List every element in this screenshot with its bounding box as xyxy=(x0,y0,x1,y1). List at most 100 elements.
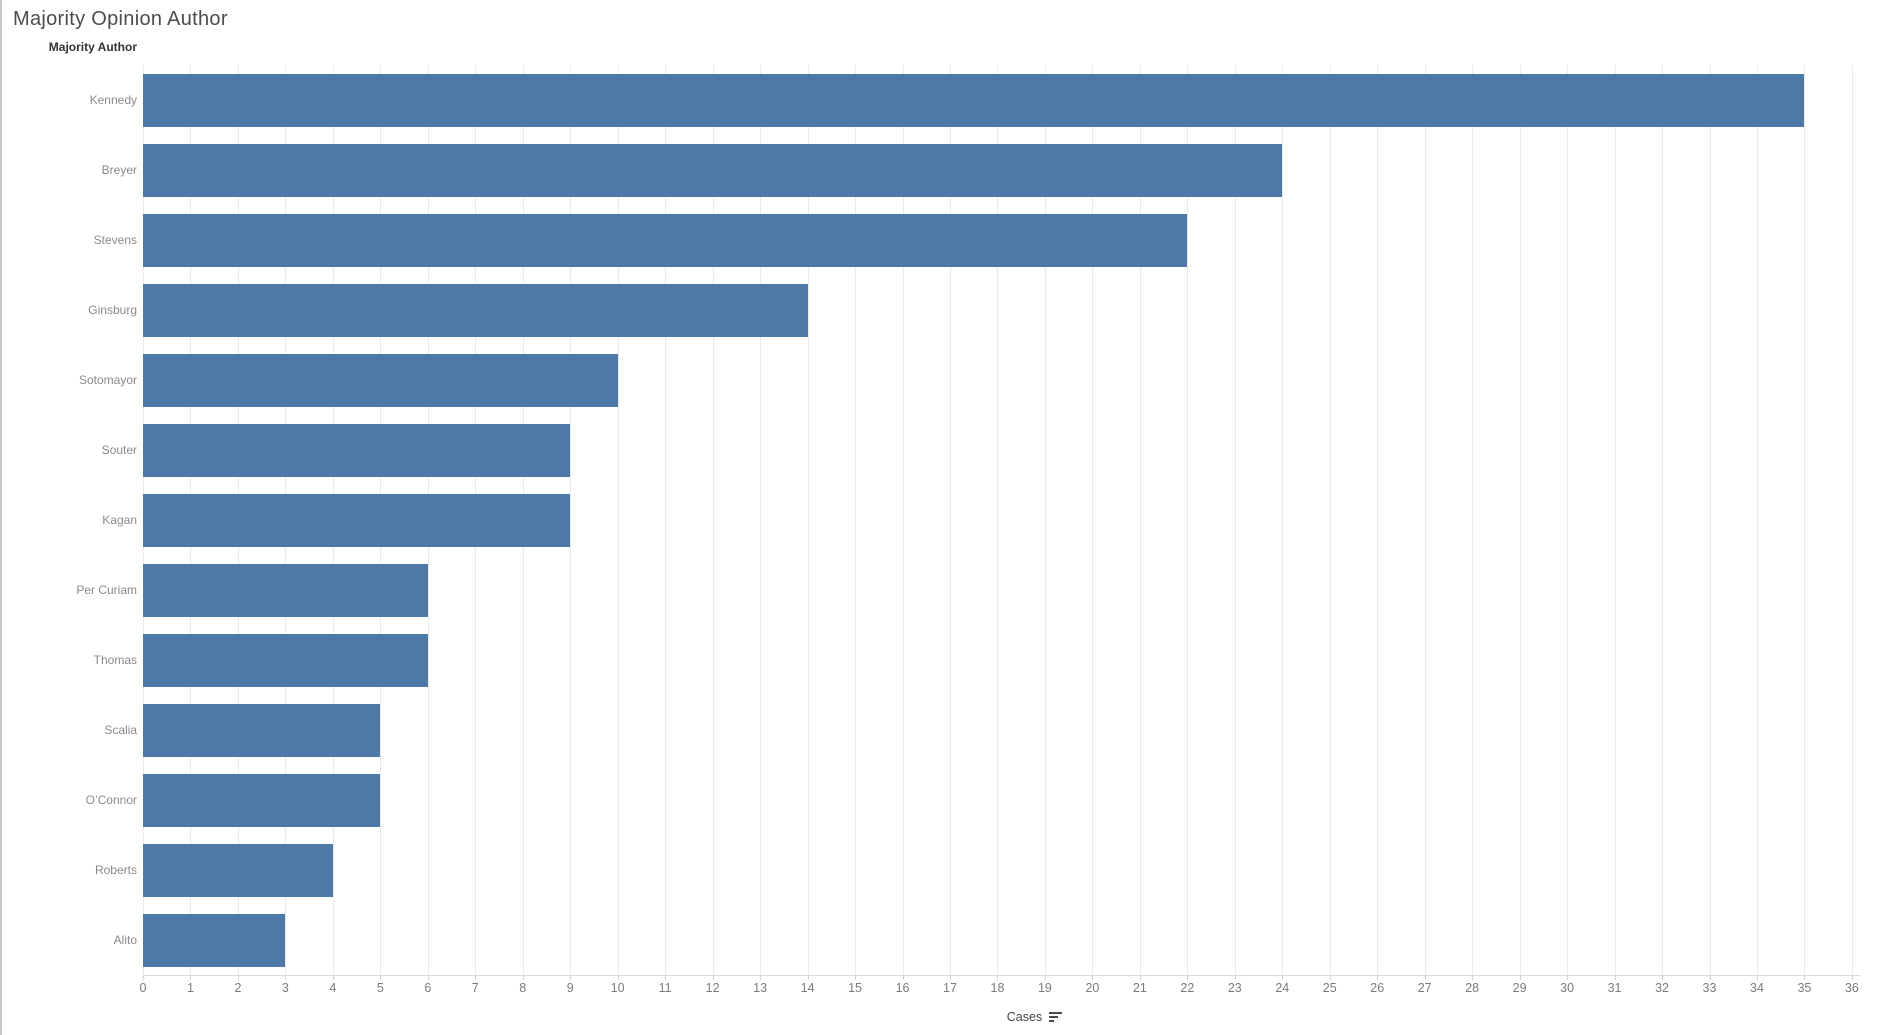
gridline xyxy=(1804,65,1806,975)
axis-tick-label: 26 xyxy=(1370,981,1385,995)
axis-tick-label: 6 xyxy=(424,981,432,995)
row-label-o-connor[interactable]: O’Connor xyxy=(85,793,137,807)
x-axis-title: Cases xyxy=(960,1008,1110,1026)
page-title: Majority Opinion Author xyxy=(13,8,228,30)
gridline xyxy=(1851,65,1853,975)
row-label-stevens[interactable]: Stevens xyxy=(93,233,137,247)
axis-tick xyxy=(190,975,192,980)
bar-roberts[interactable] xyxy=(143,843,333,897)
axis-tick xyxy=(760,975,762,980)
gridline xyxy=(1187,65,1189,975)
row-label-thomas[interactable]: Thomas xyxy=(93,653,137,667)
axis-tick-label: 19 xyxy=(1037,981,1052,995)
axis-tick xyxy=(1329,975,1331,980)
gridline xyxy=(1424,65,1426,975)
axis-tick-label: 25 xyxy=(1322,981,1337,995)
axis-tick xyxy=(855,975,857,980)
axis-tick-label: 11 xyxy=(658,981,672,995)
axis-tick-label: 28 xyxy=(1465,981,1480,995)
axis-tick xyxy=(1709,975,1711,980)
row-label-kagan[interactable]: Kagan xyxy=(102,513,137,527)
axis-tick-label: 14 xyxy=(800,981,815,995)
axis-tick xyxy=(1756,975,1758,980)
x-axis-line xyxy=(143,975,1860,976)
gridline xyxy=(1614,65,1616,975)
row-label-ginsburg[interactable]: Ginsburg xyxy=(88,303,137,317)
bar-scalia[interactable] xyxy=(143,703,381,757)
gridline xyxy=(1377,65,1379,975)
axis-tick-label: 23 xyxy=(1227,981,1242,995)
bar-kagan[interactable] xyxy=(143,493,571,547)
axis-tick-label: 5 xyxy=(376,981,384,995)
row-label-per-curiam[interactable]: Per Curiam xyxy=(76,583,137,597)
sort-descending-icon[interactable] xyxy=(1049,1012,1063,1022)
axis-tick xyxy=(522,975,524,980)
axis-tick xyxy=(427,975,429,980)
axis-tick xyxy=(1567,975,1569,980)
gridline xyxy=(665,65,667,975)
row-label-scalia[interactable]: Scalia xyxy=(104,723,137,737)
axis-tick xyxy=(332,975,334,980)
axis-tick xyxy=(1092,975,1094,980)
axis-tick xyxy=(997,975,999,980)
gridline xyxy=(1234,65,1236,975)
axis-tick-label: 33 xyxy=(1702,981,1717,995)
bar-stevens[interactable] xyxy=(143,213,1188,267)
axis-tick xyxy=(1851,975,1853,980)
axis-tick-label: 12 xyxy=(705,981,720,995)
axis-tick xyxy=(712,975,714,980)
axis-tick xyxy=(807,975,809,980)
gridline xyxy=(760,65,762,975)
axis-tick-label: 15 xyxy=(848,981,862,995)
axis-tick xyxy=(1662,975,1664,980)
axis-tick-label: 0 xyxy=(139,981,147,995)
bar-per-curiam[interactable] xyxy=(143,563,428,617)
gridline xyxy=(1662,65,1664,975)
row-axis-header: Majority Author xyxy=(48,40,137,54)
axis-tick-label: 20 xyxy=(1085,981,1100,995)
gridline xyxy=(902,65,904,975)
gridline xyxy=(1519,65,1521,975)
row-label-roberts[interactable]: Roberts xyxy=(94,863,137,877)
bar-alito[interactable] xyxy=(143,913,286,967)
axis-tick xyxy=(285,975,287,980)
row-label-kennedy[interactable]: Kennedy xyxy=(89,93,137,107)
gridline xyxy=(1709,65,1711,975)
bar-sotomayor[interactable] xyxy=(143,353,618,407)
window-left-border xyxy=(0,0,2,1035)
axis-tick xyxy=(380,975,382,980)
axis-tick xyxy=(1282,975,1284,980)
axis-tick xyxy=(1377,975,1379,980)
bar-souter[interactable] xyxy=(143,423,571,477)
axis-tick xyxy=(1614,975,1616,980)
row-label-souter[interactable]: Souter xyxy=(101,443,137,457)
axis-tick xyxy=(1139,975,1141,980)
row-label-breyer[interactable]: Breyer xyxy=(101,163,137,177)
axis-tick-label: 30 xyxy=(1560,981,1575,995)
gridline xyxy=(712,65,714,975)
row-label-sotomayor[interactable]: Sotomayor xyxy=(78,373,137,387)
axis-tick xyxy=(1234,975,1236,980)
gridline xyxy=(1567,65,1569,975)
axis-tick xyxy=(1044,975,1046,980)
axis-tick xyxy=(949,975,951,980)
gridline xyxy=(855,65,857,975)
axis-tick xyxy=(1424,975,1426,980)
gridline xyxy=(1329,65,1331,975)
bar-o-connor[interactable] xyxy=(143,773,381,827)
axis-tick xyxy=(570,975,572,980)
bar-ginsburg[interactable] xyxy=(143,283,808,337)
axis-tick-label: 27 xyxy=(1417,981,1432,995)
axis-tick xyxy=(237,975,239,980)
axis-tick-label: 36 xyxy=(1844,981,1859,995)
axis-tick xyxy=(1804,975,1806,980)
axis-tick-label: 1 xyxy=(186,981,194,995)
bar-kennedy[interactable] xyxy=(143,73,1805,127)
bar-thomas[interactable] xyxy=(143,633,428,687)
axis-tick-label: 3 xyxy=(281,981,289,995)
bar-breyer[interactable] xyxy=(143,143,1283,197)
row-label-alito[interactable]: Alito xyxy=(113,933,137,947)
axis-tick-label: 8 xyxy=(519,981,527,995)
gridline xyxy=(1092,65,1094,975)
